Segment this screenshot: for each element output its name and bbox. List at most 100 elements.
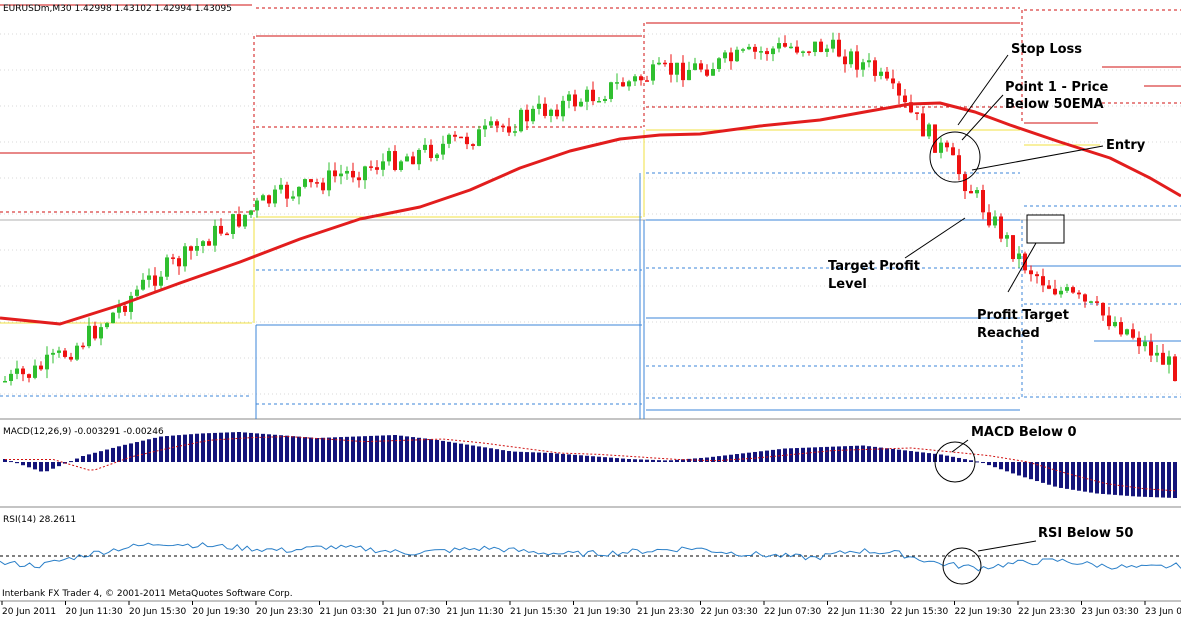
macd-bar xyxy=(303,437,307,462)
macd-bar xyxy=(111,447,115,462)
macd-bar xyxy=(543,452,547,462)
candle-body xyxy=(411,156,415,165)
macd-bar xyxy=(51,462,55,469)
candle-body xyxy=(225,233,229,236)
candle-body xyxy=(393,151,397,170)
macd-bar xyxy=(1119,462,1123,496)
candle-body xyxy=(645,80,649,82)
candle-body xyxy=(297,186,301,197)
macd-bar xyxy=(1107,462,1111,495)
candle-body xyxy=(579,101,583,107)
macd-bar xyxy=(159,436,163,462)
annotation-target-profit-line2: Level xyxy=(828,277,867,292)
candle-body xyxy=(57,350,61,353)
x-tick-label: 20 Jun 11:30 xyxy=(66,607,123,617)
entry-pointer xyxy=(971,145,1104,171)
candle-body xyxy=(1035,274,1039,277)
macd-bar xyxy=(885,448,889,462)
candle-body xyxy=(561,100,565,117)
candle-body xyxy=(687,69,691,81)
candle-body xyxy=(1161,352,1165,365)
candle-body xyxy=(987,212,991,226)
copyright-text: Interbank FX Trader 4, © 2001-2011 MetaQ… xyxy=(2,589,293,599)
candle-body xyxy=(897,83,901,96)
x-tick-label: 23 Jun 03:30 xyxy=(1082,607,1139,617)
candle-body xyxy=(1131,329,1135,338)
macd-bar xyxy=(1131,462,1135,497)
macd-bar xyxy=(195,433,199,462)
candle-body xyxy=(375,167,379,170)
macd-bar xyxy=(1035,462,1039,482)
candle-body xyxy=(789,46,793,49)
candle-body xyxy=(537,103,541,109)
macd-bar xyxy=(327,437,331,462)
entry-highlight-circle xyxy=(929,131,981,183)
candle-body xyxy=(597,100,601,103)
macd-bar xyxy=(843,446,847,462)
candle-body xyxy=(825,48,829,52)
candle-body xyxy=(105,323,109,328)
macd-bar xyxy=(285,435,289,462)
candle-body xyxy=(207,241,211,246)
macd-bar xyxy=(453,442,457,462)
candle-body xyxy=(1119,322,1123,335)
price-grid xyxy=(0,33,1181,602)
candle-body xyxy=(477,129,481,146)
x-tick-label: 23 Jun 0 xyxy=(1145,607,1181,617)
candle-body xyxy=(1125,329,1129,335)
candle-body xyxy=(783,43,787,47)
macd-bar xyxy=(177,435,181,462)
candle-body xyxy=(495,121,499,126)
candle-body xyxy=(249,210,253,215)
macd-bar xyxy=(867,446,871,462)
candle-body xyxy=(1149,341,1153,356)
macd-bar xyxy=(87,454,91,462)
macd-bar xyxy=(357,436,361,462)
macd-bar xyxy=(123,444,127,462)
candle-body xyxy=(183,246,187,267)
macd-bar xyxy=(1005,462,1009,472)
candle-body xyxy=(753,46,757,52)
macd-bar xyxy=(219,432,223,462)
macd-bar xyxy=(627,459,631,462)
candle-body xyxy=(369,166,373,168)
candle-body xyxy=(81,345,85,348)
candle-body xyxy=(903,95,907,103)
candle-body xyxy=(447,134,451,144)
macd-bar xyxy=(567,454,571,462)
macd-bar xyxy=(459,443,463,462)
macd-bar xyxy=(825,446,829,462)
annotation-point1-line1: Point 1 - Price xyxy=(1005,80,1109,95)
macd-bar xyxy=(75,458,79,462)
candle-body xyxy=(159,276,163,286)
macd-bar xyxy=(657,460,661,462)
macd-bar xyxy=(783,448,787,462)
macd-bar xyxy=(435,439,439,462)
candle-body xyxy=(1173,356,1177,382)
x-tick-label: 21 Jun 15:30 xyxy=(510,607,567,617)
candle-body xyxy=(891,78,895,84)
macd-bar xyxy=(801,447,805,462)
candle-body xyxy=(837,39,841,57)
macd-bar xyxy=(615,458,619,462)
candle-body xyxy=(165,257,169,277)
macd-bar xyxy=(939,454,943,462)
candle-body xyxy=(267,195,271,204)
candle-body xyxy=(777,43,781,49)
macd-bar xyxy=(945,455,949,462)
candle-body xyxy=(351,170,355,178)
candle-body xyxy=(129,295,133,312)
annotation-stop-loss: Stop Loss xyxy=(1011,42,1082,57)
candle-body xyxy=(615,82,619,84)
macd-bar xyxy=(651,459,655,462)
candle-body xyxy=(801,51,805,53)
candle-body xyxy=(33,365,37,378)
macd-bar xyxy=(897,449,901,462)
annotation-macd-below: MACD Below 0 xyxy=(971,425,1077,440)
macd-bar xyxy=(699,457,703,462)
candle-body xyxy=(219,225,223,234)
candle-body xyxy=(1113,322,1117,327)
macd-bar xyxy=(99,451,103,462)
macd-bar xyxy=(507,451,511,462)
candle-body xyxy=(585,89,589,102)
